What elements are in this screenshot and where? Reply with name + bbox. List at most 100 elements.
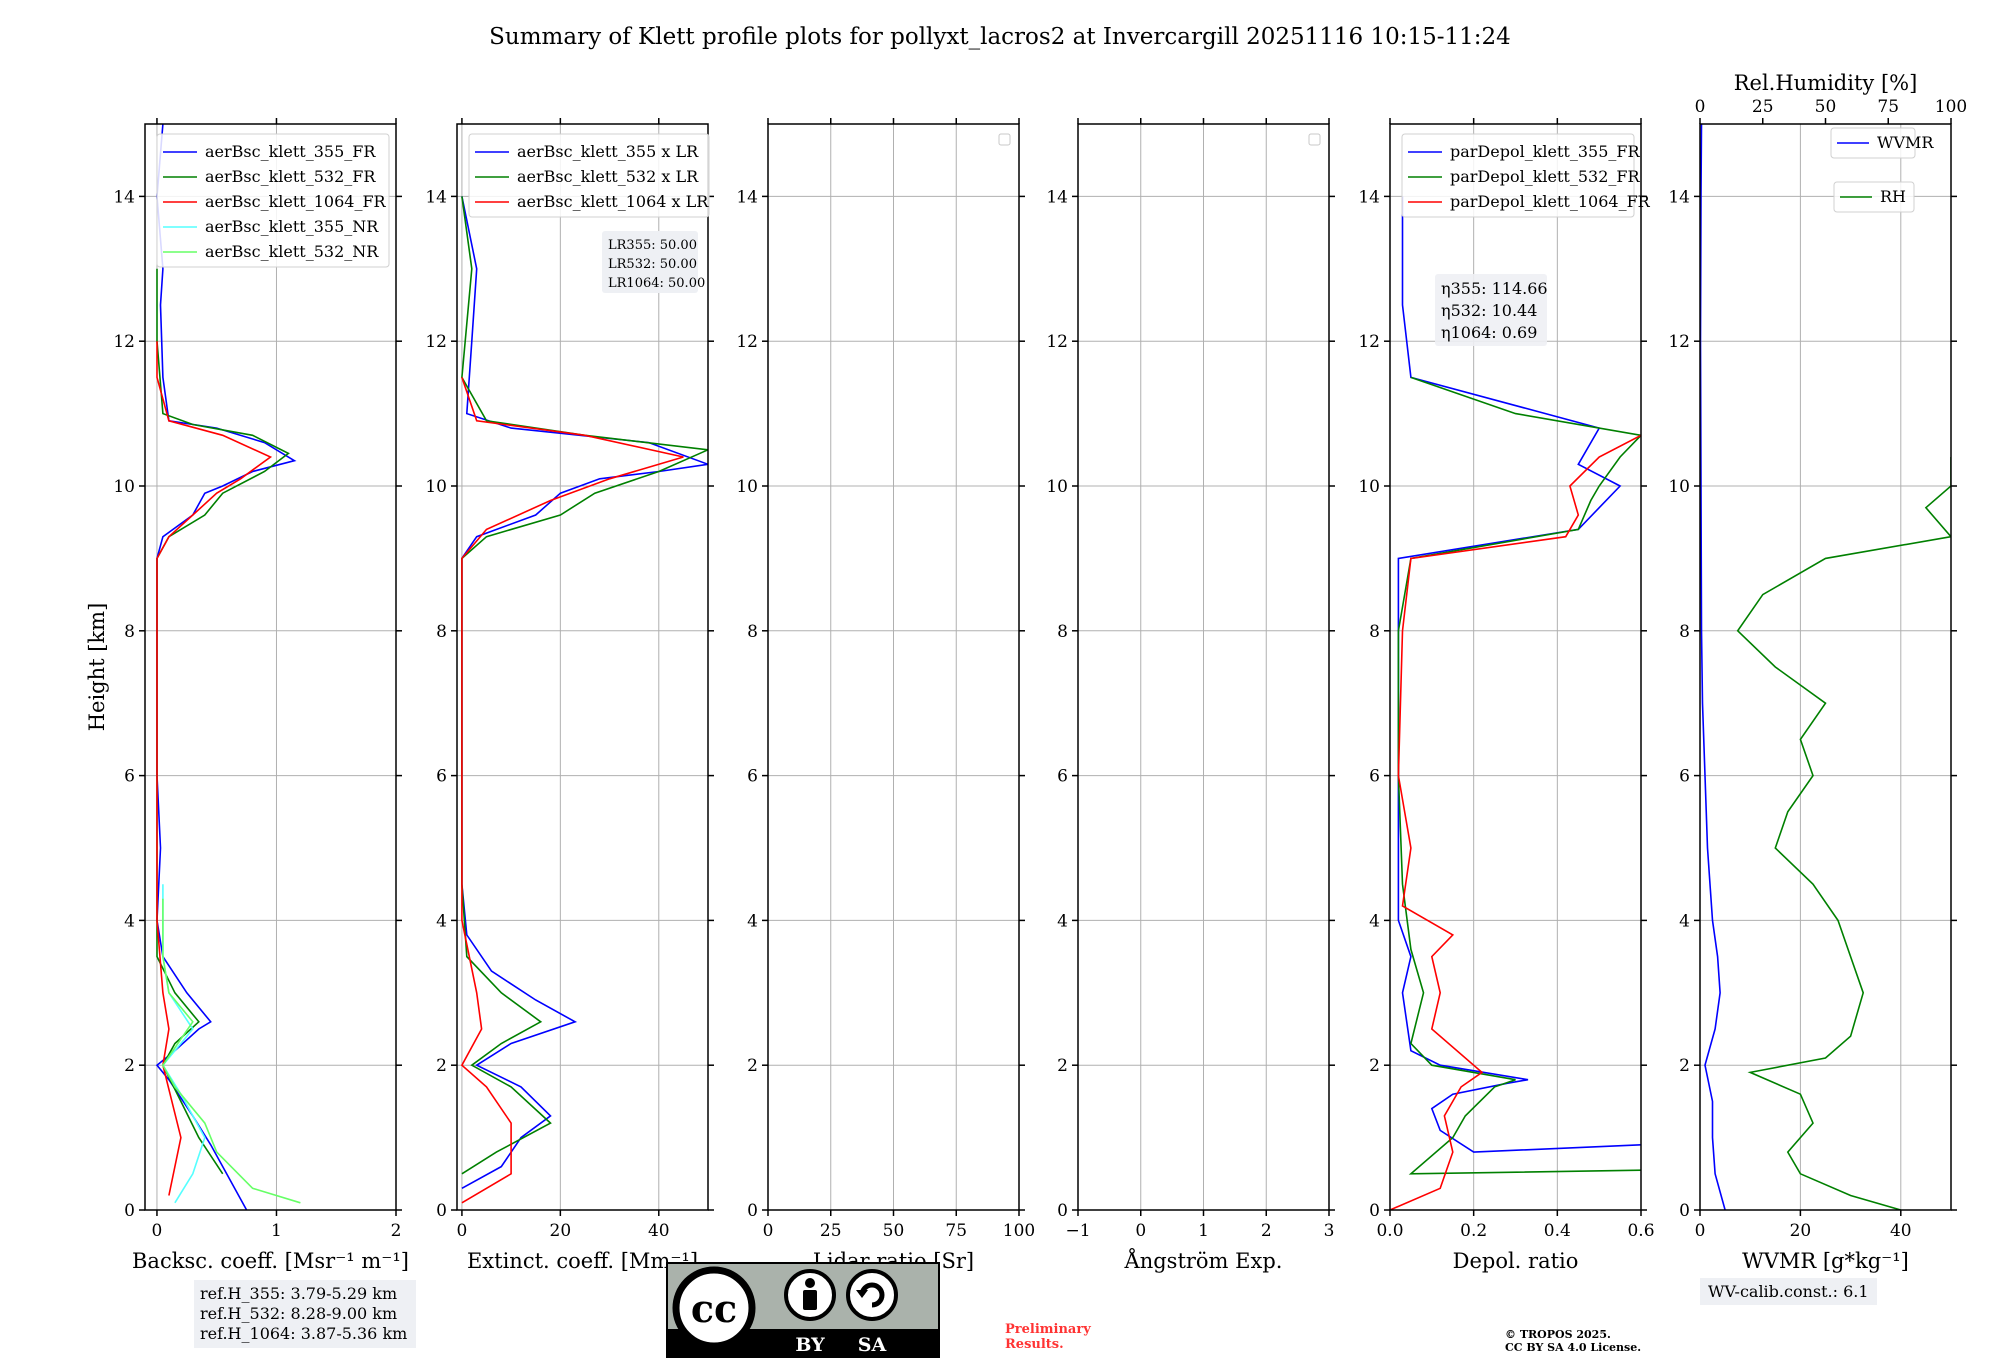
legend-label: parDepol_klett_532_FR [1450,167,1641,186]
axes-frame [456,123,709,1211]
x-tick-label: 0.4 [1544,1221,1571,1241]
top-x-tick-label: 25 [1752,97,1774,117]
legend-label: parDepol_klett_1064_FR [1450,192,1651,211]
x-axis-label: WVMR [g*kg⁻¹] [1742,1249,1909,1273]
series-group [460,196,708,1204]
y-tick-label: 8 [747,622,758,642]
eta-annotation-0: η355: 114.66 [1441,279,1548,298]
series-line-aerbsc-klett-1064-fr [156,341,273,1196]
x-tick-label: 0.2 [1460,1221,1487,1241]
y-tick-label: 2 [436,1056,447,1076]
ref-height-1064: ref.H_1064: 3.87-5.36 km [200,1324,408,1343]
x-tick-label: 2 [1261,1221,1272,1241]
top-x-tick-label: 50 [1815,97,1837,117]
sa-icon [846,1269,898,1321]
series-line-pardepol-klett-532-fr [1397,376,1641,1175]
y-tick-label: 8 [124,622,135,642]
x-tick-label: 0 [1135,1221,1146,1241]
panel-dep: 0 2 4 6 8 10 12 14 0.0 0.2 0.4 0.6 Depol. ratio parDe… [1358,118,1655,1273]
series-line-aerbsc-klett-532-fr [156,268,290,1175]
y-tick-label: 4 [1057,911,1068,931]
y-tick-label: 10 [425,477,447,497]
reference-height-box: ref.H_355: 3.79-5.29 km ref.H_532: 8.28-… [194,1280,416,1348]
legend-label: aerBsc_klett_355 x LR [517,142,699,161]
y-tick-label: 12 [425,332,447,352]
legend-frame [156,133,390,268]
y-tick-label: 10 [1358,477,1380,497]
y-tick-label: 6 [1057,767,1068,787]
lr-annotation-0: LR355: 50.00 [608,238,697,253]
legend-label: aerBsc_klett_532_NR [205,242,379,261]
preliminary-line-1: Preliminary [1005,1322,1091,1337]
series-line-pardepol-klett-1064-fr [1390,434,1641,1210]
top-x-tick-label: 75 [1877,97,1899,117]
legend-bsc: aerBsc_klett_355_FR aerBsc_klett_532_FRae… [156,133,390,268]
eta-annotation-box [1435,274,1547,346]
ref-height-355: ref.H_355: 3.79-5.29 km [200,1284,398,1303]
x-tick-label: 20 [550,1221,572,1241]
x-tick-label: 25 [820,1221,842,1241]
wv-calibration-box: WV-calib.const.: 6.1 [1700,1278,1877,1305]
legend-frame [1830,127,1916,159]
series-line-aerbsc-klett-355-x-lr [461,196,708,1190]
y-tick-label: 8 [1057,622,1068,642]
x-tick-label: 0 [457,1221,468,1241]
y-tick-label: 14 [736,187,758,207]
y-tick-label: 6 [1369,767,1380,787]
y-tick-label: 10 [736,477,758,497]
x-axis-label: Backsc. coeff. [Msr⁻¹ m⁻¹] [132,1249,409,1273]
cc-logo-text: cc [691,1286,737,1331]
legend-box-wvmr: WVMR [1830,127,1934,159]
x-axis-label: Extinct. coeff. [Mm⁻¹] [467,1249,698,1273]
legend-box-rh: RH [1833,181,1915,213]
legend-ext: aerBsc_klett_355 x LR aerBsc_klett_532 x … [468,133,710,218]
y-tick-label: 2 [1057,1056,1068,1076]
eta-annotation-1: η532: 10.44 [1441,301,1537,320]
x-tick-label: 1 [1198,1221,1209,1241]
legend-label: aerBsc_klett_355_FR [205,142,376,161]
x-tick-label: 1 [271,1221,282,1241]
y-tick-label: 12 [1046,332,1068,352]
legend-dep: parDepol_klett_355_FR parDepol_klett_532_… [1401,133,1651,218]
panel-ext: 0 2 4 6 8 10 12 14 0 20 40 Extinct. coeff. [Mm⁻¹] ae… [425,118,714,1273]
axes-frame [1389,123,1642,1211]
y-tick-label: 4 [124,911,135,931]
top-x-tick-label: 100 [1935,97,1967,117]
y-tick-label: 14 [425,187,447,207]
legend-label: aerBsc_klett_532 x LR [517,167,699,186]
y-tick-label: 12 [736,332,758,352]
y-tick-label: 6 [747,767,758,787]
x-tick-label: 40 [648,1221,670,1241]
y-tick-label: 8 [1369,622,1380,642]
y-tick-label: 10 [1668,477,1690,497]
legend-label: aerBsc_klett_355_NR [205,217,379,236]
axes-frame [144,123,397,1211]
series-line-aerbsc-klett-532-nr [161,898,301,1204]
preliminary-line-2: Results. [1005,1337,1064,1352]
series-line-pardepol-klett-355-fr [1397,196,1641,1153]
x-tick-label: 100 [1003,1221,1035,1241]
legend-frame [468,133,710,218]
preliminary-note: Preliminary Results. [1005,1322,1091,1352]
legend-label: aerBsc_klett_1064_FR [205,192,387,211]
lr-annotation-2: LR1064: 50.00 [608,276,705,291]
legend-label: RH [1880,187,1906,206]
y-tick-label: 6 [1679,767,1690,787]
y-tick-label: 12 [1358,332,1380,352]
empty-legend [998,133,1011,146]
copyright-line-1: © TROPOS 2025. [1505,1328,1611,1341]
cc-by-sa-badge: cc BY SA [666,1262,940,1358]
y-tick-label: 12 [113,332,135,352]
y-tick-label: 2 [747,1056,758,1076]
x-tick-label: 0.0 [1376,1221,1403,1241]
y-tick-label: 2 [1369,1056,1380,1076]
y-tick-label: 0 [747,1201,758,1221]
x-tick-label: 0.6 [1627,1221,1654,1241]
x-tick-label: 50 [883,1221,905,1241]
y-tick-label: 4 [1369,911,1380,931]
lr-annotation-box [602,231,698,293]
series-line-aerbsc-klett-1064-x-lr [460,377,684,1204]
legend-frame [1833,181,1915,213]
